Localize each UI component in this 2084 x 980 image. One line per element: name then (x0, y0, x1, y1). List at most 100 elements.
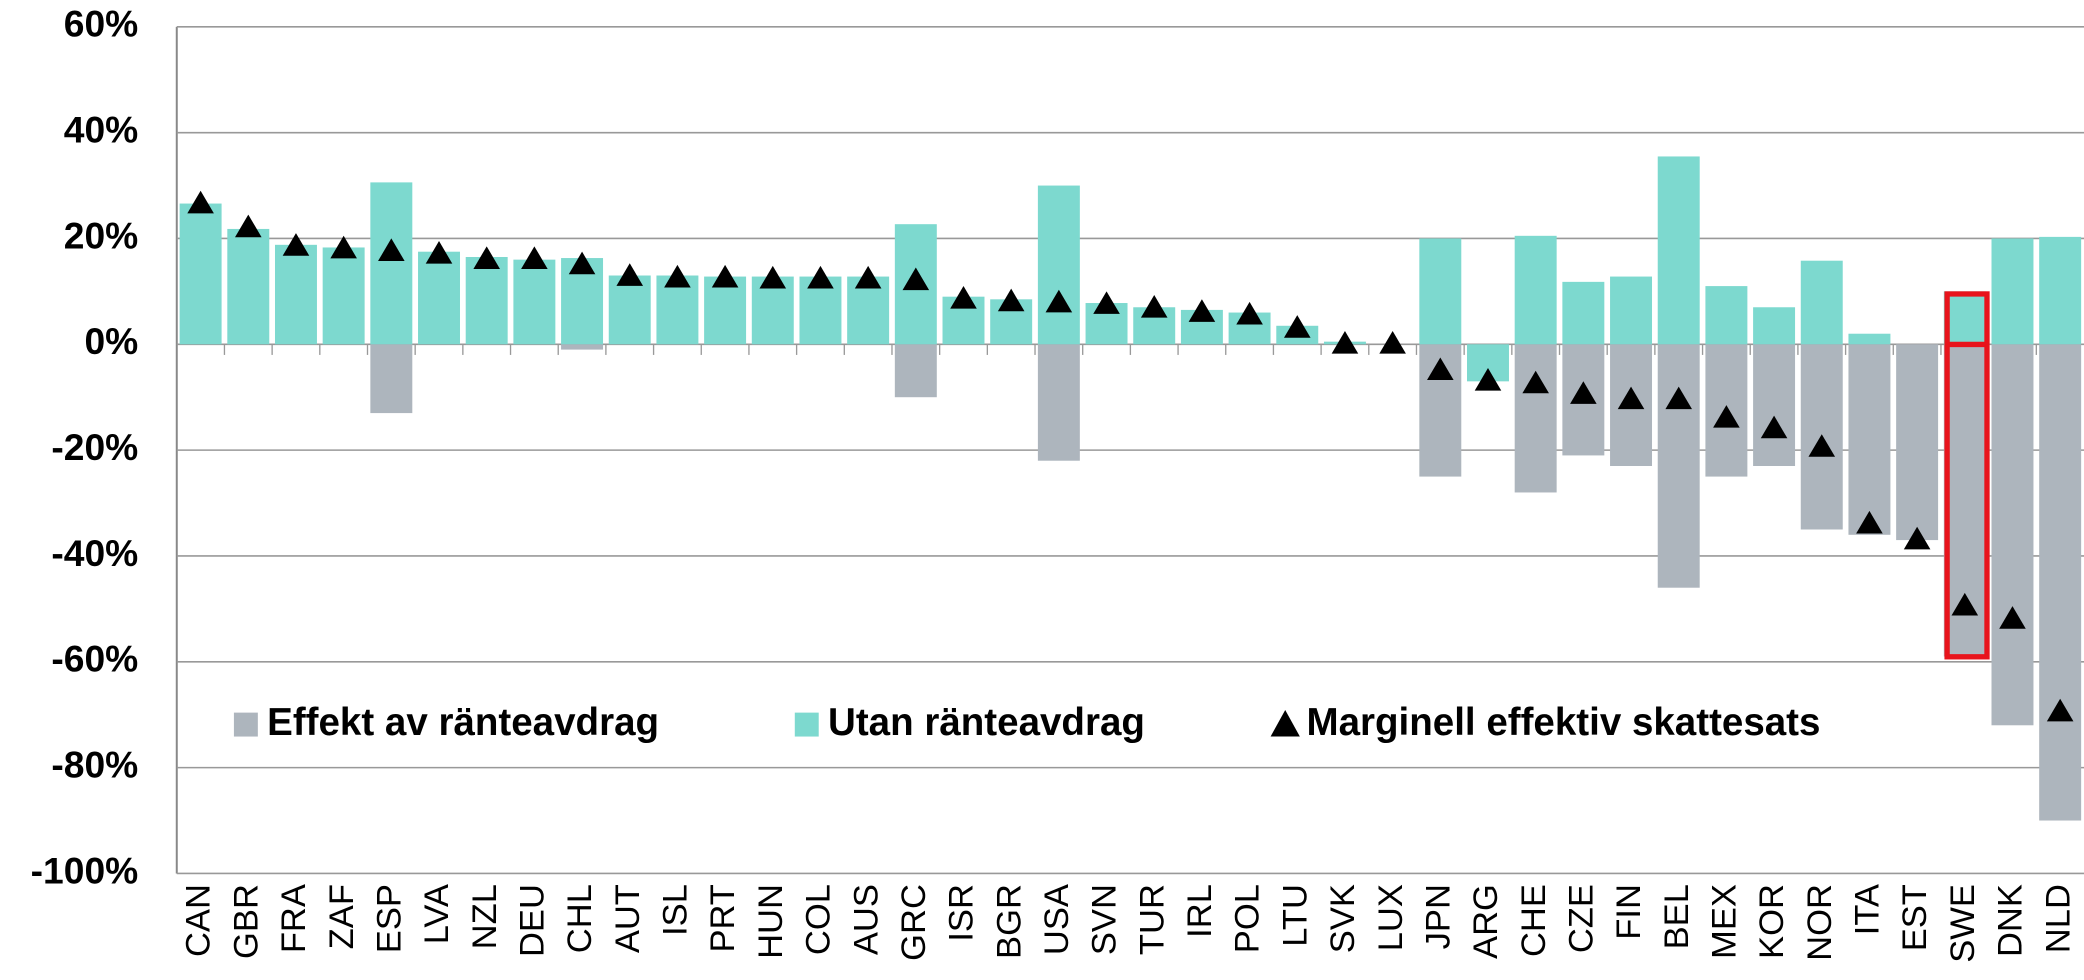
marker (1427, 357, 1454, 381)
marker (1903, 526, 1931, 550)
legend-swatch (1270, 709, 1300, 737)
x-tick-label: BEL (1658, 884, 1696, 949)
bar (274, 244, 317, 345)
bar (1753, 307, 1796, 345)
marker (759, 265, 787, 289)
bar (894, 344, 937, 398)
x-tick-label: COL (800, 884, 838, 955)
y-tick-label: -60% (51, 638, 138, 680)
marker (1140, 295, 1168, 318)
marker (1713, 405, 1740, 428)
marker (902, 267, 930, 291)
marker (1617, 386, 1645, 410)
x-tick-label: SVK (1324, 884, 1362, 953)
bar (1514, 344, 1557, 493)
x-tick-label: EST (1896, 884, 1934, 951)
bar (1848, 333, 1891, 345)
bar (2039, 236, 2082, 345)
bar (370, 182, 413, 345)
x-tick-label: ISR (943, 884, 981, 942)
x-tick-label: ARG (1467, 884, 1505, 959)
bar (465, 256, 508, 345)
x-tick-label: DNK (1992, 884, 2030, 957)
bar (179, 203, 222, 345)
y-tick-label: -100% (31, 849, 139, 891)
x-tick-label: PRT (704, 884, 742, 952)
marker (330, 235, 357, 259)
marker (1093, 291, 1120, 314)
bar (418, 251, 460, 345)
bar (1037, 344, 1080, 461)
x-tick-label: ESP (370, 884, 408, 953)
x-tick-label: CZE (1562, 884, 1600, 953)
y-tick-label: 40% (64, 108, 138, 150)
x-tick-label: IRL (1181, 884, 1219, 938)
marker (187, 190, 214, 214)
marker (1951, 592, 1979, 616)
y-tick-label: 0% (84, 320, 138, 362)
x-tick-label: HUN (752, 884, 790, 959)
marker (521, 246, 548, 269)
x-tick-label: NLD (2039, 884, 2077, 953)
legend-swatch (233, 712, 258, 737)
legend-label: Utan ränteavdrag (828, 701, 1145, 744)
bar (561, 344, 604, 350)
x-tick-label: NOR (1801, 884, 1839, 961)
x-tick-label: DEU (513, 884, 551, 957)
marker (1570, 381, 1597, 404)
x-tick-label: ZAF (323, 884, 361, 949)
y-tick-label: -20% (51, 426, 138, 468)
marker (1236, 301, 1263, 325)
x-tick-label: GRC (895, 884, 933, 961)
marker (2046, 698, 2074, 722)
bar (1896, 344, 1939, 541)
marker (1856, 510, 1883, 534)
bar (2039, 344, 2082, 821)
bar (513, 259, 556, 345)
y-tick-label: -40% (51, 532, 138, 574)
marker (1331, 331, 1359, 354)
x-tick-label: KOR (1753, 884, 1791, 959)
x-tick-label: NZL (466, 884, 504, 949)
marker (950, 286, 977, 309)
x-tick-label: ISL (657, 884, 695, 936)
x-tick-label: GBR (227, 884, 265, 959)
bar (1991, 238, 2034, 345)
marker (1474, 368, 1502, 391)
marker (473, 246, 500, 269)
bar (1037, 185, 1080, 345)
bar (322, 247, 365, 345)
marker (711, 264, 739, 288)
x-tick-label: USA (1038, 884, 1076, 955)
x-tick-label: TUR (1133, 884, 1171, 955)
y-tick-label: -80% (51, 743, 138, 785)
x-tick-label: LTU (1276, 884, 1314, 947)
bar (1848, 344, 1891, 535)
x-tick-label: CAN (180, 884, 218, 957)
marker (1379, 331, 1406, 354)
marker (1665, 386, 1693, 410)
y-tick-label: 20% (64, 214, 138, 256)
x-tick-label: FRA (275, 884, 313, 953)
bar (1657, 156, 1700, 345)
x-tick-label: BGR (990, 884, 1028, 959)
marker (234, 214, 262, 238)
x-tick-label: AUT (609, 884, 647, 953)
x-tick-label: LUX (1372, 884, 1410, 951)
x-tick-label: SWE (1944, 884, 1982, 963)
bar (1610, 276, 1653, 345)
x-tick-label: POL (1229, 884, 1267, 953)
bar (1991, 344, 2034, 726)
x-tick-label: CHL (561, 884, 599, 953)
marker (1283, 315, 1311, 338)
x-tick-label: MEX (1706, 884, 1744, 959)
marker (1522, 370, 1549, 394)
x-tick-label: CHE (1515, 884, 1553, 957)
bar (1657, 344, 1700, 588)
bar (1800, 260, 1843, 345)
bar (1705, 286, 1748, 345)
bar (1419, 238, 1462, 345)
x-tick-label: JPN (1419, 884, 1457, 949)
bar (1562, 281, 1605, 345)
